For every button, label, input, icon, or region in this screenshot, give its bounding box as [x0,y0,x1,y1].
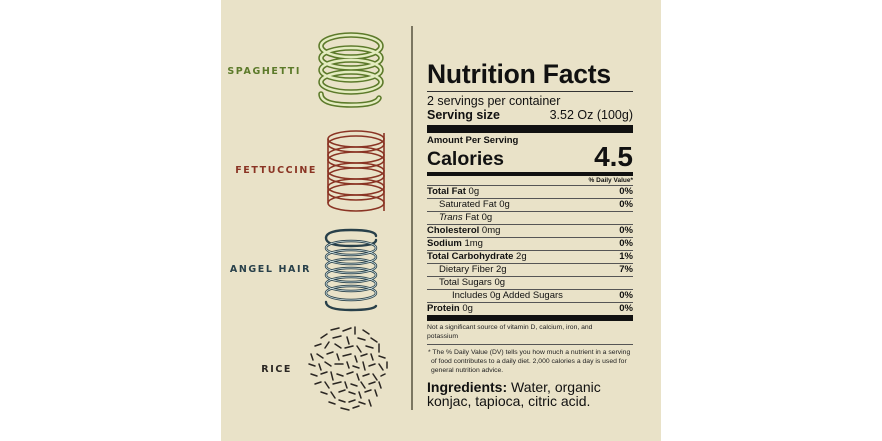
nutrient-amount: 0mg [481,225,501,236]
nutrient-name: Sodium [427,238,462,249]
medium-rule [427,172,633,176]
angel-hair-coil-icon [324,228,378,312]
nutrient-name-rest: Fat 0g [462,212,493,223]
nutrient-name: Cholesterol [427,225,480,236]
nutrient-name: Trans [439,212,463,223]
nutrient-name: Dietary Fiber [439,264,494,275]
serving-size-label: Serving size [427,108,500,122]
nutrient-amount: 0g [468,186,480,197]
fettuccine-coil-icon [327,130,385,212]
nutrient-amount: 0g [499,199,510,210]
nutrient-dv: 0% [619,303,633,314]
daily-value-footnote: * The % Daily Value (DV) tells you how m… [428,349,631,374]
pasta-label-rice: RICE [261,364,292,375]
nutrient-amount: 2g [516,251,527,262]
not-significant-note: Not a significant source of vitamin D, c… [427,324,593,340]
nutrient-dv: 0% [619,186,633,197]
nutrient-dv: 0% [619,238,633,249]
rice-grains-icon [308,326,388,411]
nutrient-name: Total Sugars [439,277,492,288]
nutrient-row-trans-fat: Trans Fat 0g [427,211,633,224]
thick-rule [427,125,633,133]
nutrient-row-total-sugars: Total Sugars 0g [427,276,633,289]
nutrient-dv: 0% [619,225,633,236]
rule [427,91,633,92]
serving-size-value: 3.52 Oz (100g) [549,108,633,122]
nutrient-name: Saturated Fat [439,199,497,210]
nutrient-name: Total Fat [427,186,466,197]
nutrition-facts-label: Nutrition Facts 2 servings per container… [427,60,633,408]
nutrient-name: Total Carbohydrate [427,251,514,262]
calories-label: Calories [427,148,504,170]
nutrient-dv: 0% [619,199,633,210]
calories-value: 4.5 [594,141,633,172]
ingredients-text: Water, organic konjac, tapioca, citric a… [427,379,601,409]
spaghetti-coil-icon [318,32,384,108]
product-info-panel: SPAGHETTI FETTUCCINE ANGEL HAIR RICE [221,0,661,441]
nutrient-row-total-carbohydrate: Total Carbohydrate 2g 1% [427,250,633,263]
nutrient-dv: 1% [619,251,633,262]
daily-value-header: % Daily Value* [588,177,633,184]
nutrient-amount: 2g [496,264,507,275]
rule [427,344,633,345]
calories-row: Calories 4.5 [427,141,633,172]
pasta-label-spaghetti: SPAGHETTI [227,66,301,77]
pasta-label-fettuccine: FETTUCCINE [235,165,317,176]
nutrient-row-dietary-fiber: Dietary Fiber 2g 7% [427,263,633,276]
nutrient-amount: 1mg [464,238,483,249]
nutrient-amount: 0g [462,303,473,314]
nutrient-dv: 7% [619,264,633,275]
nutrition-facts-title: Nutrition Facts [427,59,611,89]
amount-per-serving: Amount Per Serving [427,135,519,146]
ingredients-label: Ingredients: [427,379,508,395]
serving-size-row: Serving size 3.52 Oz (100g) [427,108,633,123]
nutrient-dv: 0% [619,290,633,301]
nutrient-name: Protein [427,303,460,314]
nutrient-row-total-fat: Total Fat 0g 0% [427,185,633,198]
servings-per-container: 2 servings per container [427,94,561,108]
vertical-divider [411,26,413,410]
thick-rule [427,315,633,321]
nutrient-row-added-sugars: Includes 0g Added Sugars 0% [427,289,633,302]
nutrient-amount: 0g [494,277,506,288]
nutrient-row-saturated-fat: Saturated Fat 0g 0% [427,198,633,211]
nutrient-row-sodium: Sodium 1mg 0% [427,237,633,250]
nutrient-row-protein: Protein 0g 0% [427,302,633,315]
ingredients: Ingredients: Water, organic konjac, tapi… [427,380,633,408]
nutrient-row-cholesterol: Cholesterol 0mg 0% [427,224,633,237]
pasta-label-angel-hair: ANGEL HAIR [229,264,311,275]
nutrient-name: Includes 0g Added Sugars [452,290,563,301]
